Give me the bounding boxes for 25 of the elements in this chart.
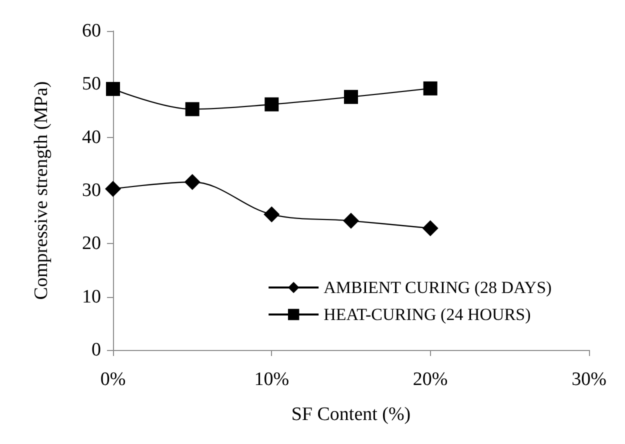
y-tick-label: 40 <box>82 126 101 148</box>
point <box>264 97 279 112</box>
point <box>264 206 280 222</box>
legend-label: AMBIENT CURING (28 DAYS) <box>324 278 552 297</box>
y-tick-label: 20 <box>82 233 101 254</box>
point <box>105 180 121 197</box>
x-tick-label: 0% <box>100 369 126 390</box>
point <box>184 174 200 190</box>
point <box>185 102 200 116</box>
point <box>106 82 120 96</box>
point <box>344 90 358 104</box>
y-tick-label: 60 <box>82 20 101 42</box>
x-axis-title: SF Content (%) <box>291 404 411 425</box>
point <box>423 81 438 96</box>
y-tick-label: 0 <box>92 340 101 360</box>
legend-label: HEAT-CURING (24 HOURS) <box>324 305 531 324</box>
y-axis-title: Compressive strength (MPa) <box>31 81 52 300</box>
x-tick-label: 20% <box>412 369 448 390</box>
y-tick-label: 50 <box>82 74 101 95</box>
y-tick-label: 10 <box>82 286 101 308</box>
x-tick-label: 10% <box>254 369 290 390</box>
point <box>343 212 359 229</box>
x-tick-label: 30% <box>572 369 607 390</box>
point <box>422 220 438 236</box>
y-tick-label: 30 <box>82 180 101 201</box>
